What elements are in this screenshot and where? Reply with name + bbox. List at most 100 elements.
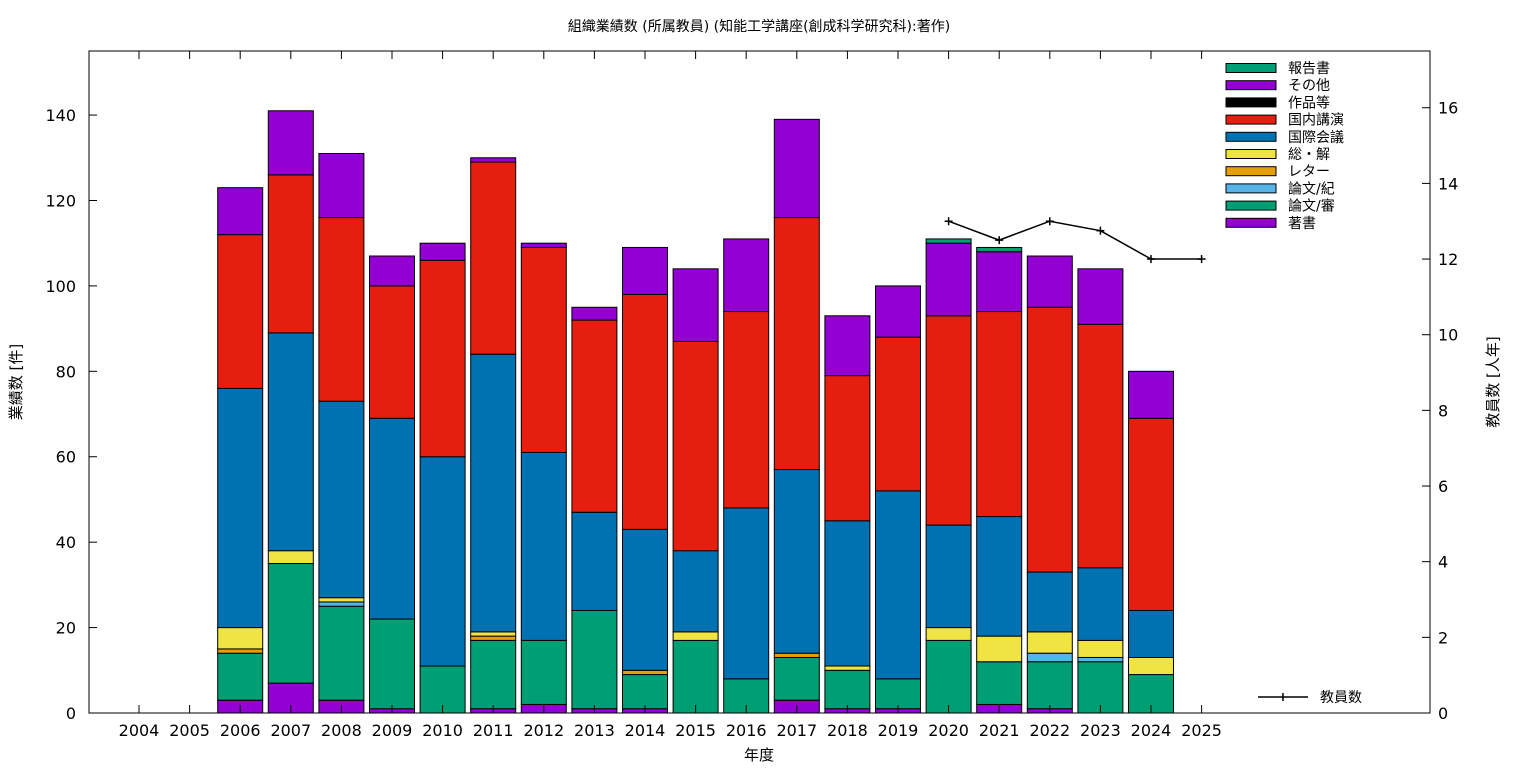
x-tick-label: 2004 bbox=[119, 721, 160, 740]
bar-segment bbox=[875, 490, 921, 680]
x-tick-label: 2015 bbox=[675, 721, 716, 740]
legend-label: その他 bbox=[1288, 78, 1330, 94]
staff-count-line bbox=[948, 220, 1202, 260]
y2-tick-label: 16 bbox=[1438, 99, 1458, 118]
y-tick-label: 60 bbox=[56, 448, 76, 467]
bar-segment bbox=[217, 627, 264, 650]
x-tick-label: 2016 bbox=[726, 721, 767, 740]
legend-label: 論文/紀 bbox=[1288, 181, 1335, 197]
legend-swatch bbox=[1225, 149, 1277, 159]
legend-label: 総・解 bbox=[1288, 147, 1330, 163]
x-tick-label: 2017 bbox=[776, 721, 817, 740]
bars-layer bbox=[217, 110, 1174, 714]
x-tick-label: 2025 bbox=[1181, 721, 1222, 740]
bar-segment bbox=[369, 285, 415, 419]
bar-segment bbox=[976, 311, 1023, 518]
chart-title: 組織業績数 (所属教員) (知能工学講座(創成科学研究科):著作) bbox=[568, 18, 950, 35]
bar-segment bbox=[723, 311, 770, 509]
bar-segment bbox=[875, 336, 921, 492]
bar-segment bbox=[318, 601, 365, 607]
y-axis-label: 業績数 [件] bbox=[7, 344, 25, 420]
bar-segment bbox=[773, 217, 820, 471]
bar-segment bbox=[1026, 255, 1073, 308]
bar-segment bbox=[369, 618, 415, 710]
x-tick-label: 2024 bbox=[1131, 721, 1172, 740]
x-tick-label: 2011 bbox=[473, 721, 514, 740]
legend-swatch bbox=[1225, 80, 1277, 91]
y2-tick-label: 8 bbox=[1438, 401, 1448, 420]
bar-segment bbox=[925, 524, 972, 629]
bar-segment bbox=[1026, 631, 1073, 654]
bar-segment bbox=[1026, 571, 1073, 633]
bar-segment bbox=[470, 635, 517, 641]
bar-segment bbox=[1026, 306, 1073, 573]
legend-swatch bbox=[1225, 217, 1277, 228]
bar-segment bbox=[318, 217, 365, 402]
bar-segment bbox=[723, 238, 770, 313]
bar-segment bbox=[925, 242, 972, 317]
legend-swatch bbox=[1225, 166, 1277, 177]
bar-segment bbox=[1077, 268, 1124, 325]
bar-segment bbox=[571, 306, 618, 321]
y-tick-label: 120 bbox=[45, 191, 76, 210]
y-axis: 0 20 40 60 80 100 120 140 bbox=[45, 106, 97, 723]
bar-segment bbox=[571, 319, 618, 513]
bar-segment bbox=[369, 417, 415, 620]
legend-swatch bbox=[1225, 114, 1277, 125]
bar-segment bbox=[571, 511, 618, 611]
y-tick-label: 0 bbox=[66, 704, 76, 723]
bar-segment bbox=[875, 678, 921, 710]
bar-segment bbox=[824, 665, 871, 671]
bar-segment bbox=[470, 353, 517, 633]
x-tick-label: 2006 bbox=[220, 721, 261, 740]
bar-segment bbox=[672, 631, 719, 641]
bar-segment bbox=[622, 669, 668, 676]
legend-label: 作品等 bbox=[1288, 94, 1330, 111]
bar-segment bbox=[773, 656, 820, 701]
bar-segment bbox=[419, 456, 466, 667]
legend-label: レター bbox=[1288, 164, 1330, 180]
x-tick-label: 2008 bbox=[321, 721, 362, 740]
bar-segment bbox=[571, 610, 618, 710]
y2-axis: 0 2 4 6 8 10 12 14 16 bbox=[1422, 99, 1458, 723]
bar-segment bbox=[773, 118, 820, 219]
plot-frame bbox=[88, 50, 1431, 714]
staff-line-layer bbox=[944, 217, 1206, 264]
x-tick-label: 2010 bbox=[422, 721, 463, 740]
y-tick-label: 40 bbox=[56, 533, 76, 552]
y-tick-label: 140 bbox=[45, 106, 76, 125]
bar-segment bbox=[1128, 656, 1174, 676]
bar-segment bbox=[925, 627, 972, 641]
bar-segment bbox=[723, 507, 770, 680]
x-axis: 2004 2005 2006 2007 2008 2009 2010 2011 2012 2013… bbox=[119, 51, 1222, 740]
y2-tick-label: 10 bbox=[1438, 326, 1458, 345]
bar-segment bbox=[1026, 661, 1073, 710]
bar-segment bbox=[824, 315, 871, 377]
bar-segment bbox=[470, 631, 517, 637]
y-tick-label: 20 bbox=[56, 619, 76, 638]
x-tick-label: 2014 bbox=[625, 721, 666, 740]
bar-segment bbox=[1077, 656, 1124, 663]
bar-segment bbox=[976, 661, 1023, 705]
y2-tick-label: 2 bbox=[1438, 628, 1448, 647]
bar-segment bbox=[520, 246, 567, 453]
bar-segment bbox=[925, 238, 972, 244]
bar-segment bbox=[369, 255, 415, 287]
bar-segment bbox=[318, 605, 365, 701]
y2-tick-label: 0 bbox=[1438, 704, 1448, 723]
bar-segment bbox=[824, 375, 871, 522]
x-tick-label: 2009 bbox=[372, 721, 413, 740]
x-tick-label: 2022 bbox=[1029, 721, 1070, 740]
bar-segment bbox=[1026, 652, 1073, 663]
bar-segment bbox=[470, 639, 517, 710]
y2-tick-label: 6 bbox=[1438, 477, 1448, 496]
bar-segment bbox=[1128, 370, 1174, 419]
bar-segment bbox=[622, 528, 668, 671]
y2-tick-label: 4 bbox=[1438, 553, 1448, 572]
bar-segment bbox=[1077, 639, 1124, 658]
bar-segment bbox=[976, 516, 1023, 637]
legend-label: 教員数 bbox=[1320, 690, 1362, 706]
legend-swatch bbox=[1225, 200, 1277, 211]
bar-segment bbox=[318, 153, 365, 219]
